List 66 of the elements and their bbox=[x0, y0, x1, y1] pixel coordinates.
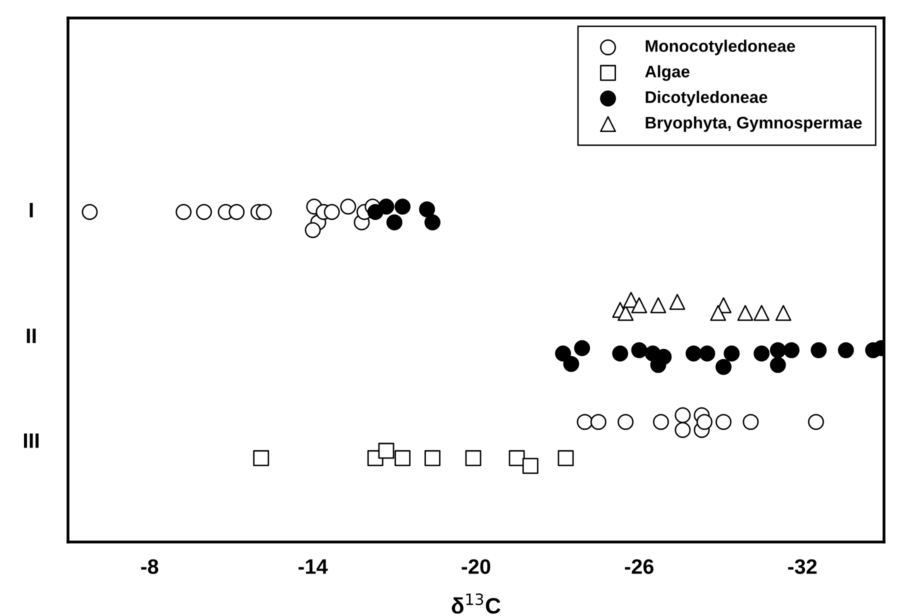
text: I bbox=[30, 202, 33, 218]
point bbox=[419, 201, 436, 218]
point bbox=[304, 222, 321, 238]
point bbox=[674, 407, 691, 424]
point bbox=[465, 450, 482, 466]
point bbox=[378, 442, 394, 459]
point bbox=[253, 450, 270, 466]
x-tick-label: -14 bbox=[298, 559, 328, 574]
point bbox=[378, 198, 394, 215]
text: III bbox=[24, 433, 39, 448]
point bbox=[394, 450, 411, 466]
point bbox=[340, 198, 356, 215]
point bbox=[838, 342, 854, 358]
point bbox=[710, 304, 726, 321]
point bbox=[716, 358, 732, 375]
point bbox=[228, 204, 245, 220]
point bbox=[669, 294, 686, 310]
point bbox=[696, 414, 712, 430]
legend-label: Bryophyta, Gymnospermae bbox=[646, 116, 862, 132]
x-tick-label: -8 bbox=[141, 559, 158, 574]
legend-label: Algae bbox=[645, 65, 690, 81]
point bbox=[394, 198, 411, 215]
text: II bbox=[26, 328, 36, 344]
point bbox=[699, 346, 716, 362]
point bbox=[574, 340, 590, 356]
point bbox=[724, 346, 740, 362]
point bbox=[810, 342, 827, 358]
point bbox=[576, 414, 593, 430]
point bbox=[555, 346, 572, 362]
point bbox=[631, 297, 648, 314]
point bbox=[650, 297, 666, 314]
legend-label: Dicotyledoneae bbox=[646, 90, 768, 106]
point bbox=[558, 450, 574, 466]
point bbox=[522, 458, 538, 474]
point bbox=[618, 414, 634, 430]
point bbox=[590, 414, 606, 430]
point bbox=[686, 346, 702, 362]
x-axis-title: δ$^{13}$C bbox=[452, 593, 500, 614]
point bbox=[324, 204, 340, 220]
point bbox=[176, 204, 192, 220]
point bbox=[386, 214, 402, 230]
point bbox=[424, 214, 440, 230]
point bbox=[742, 414, 759, 430]
point bbox=[737, 304, 754, 321]
point bbox=[612, 346, 628, 362]
x-tick-label: -20 bbox=[462, 559, 490, 574]
point bbox=[770, 356, 786, 373]
point bbox=[652, 414, 669, 430]
point bbox=[674, 422, 691, 438]
point bbox=[196, 204, 212, 220]
point bbox=[563, 356, 580, 372]
point bbox=[770, 342, 786, 358]
point bbox=[754, 346, 770, 362]
point bbox=[784, 342, 800, 358]
point bbox=[716, 414, 732, 430]
point bbox=[808, 414, 824, 430]
point bbox=[775, 304, 792, 321]
point bbox=[508, 450, 525, 466]
legend-label: Monocotyledoneae bbox=[646, 40, 796, 56]
x-tick-label: -26 bbox=[624, 559, 654, 574]
point bbox=[256, 204, 272, 220]
point bbox=[82, 204, 98, 220]
x-tick-label: -32 bbox=[788, 559, 817, 574]
point bbox=[631, 342, 648, 358]
point bbox=[424, 450, 440, 466]
point bbox=[754, 304, 770, 321]
